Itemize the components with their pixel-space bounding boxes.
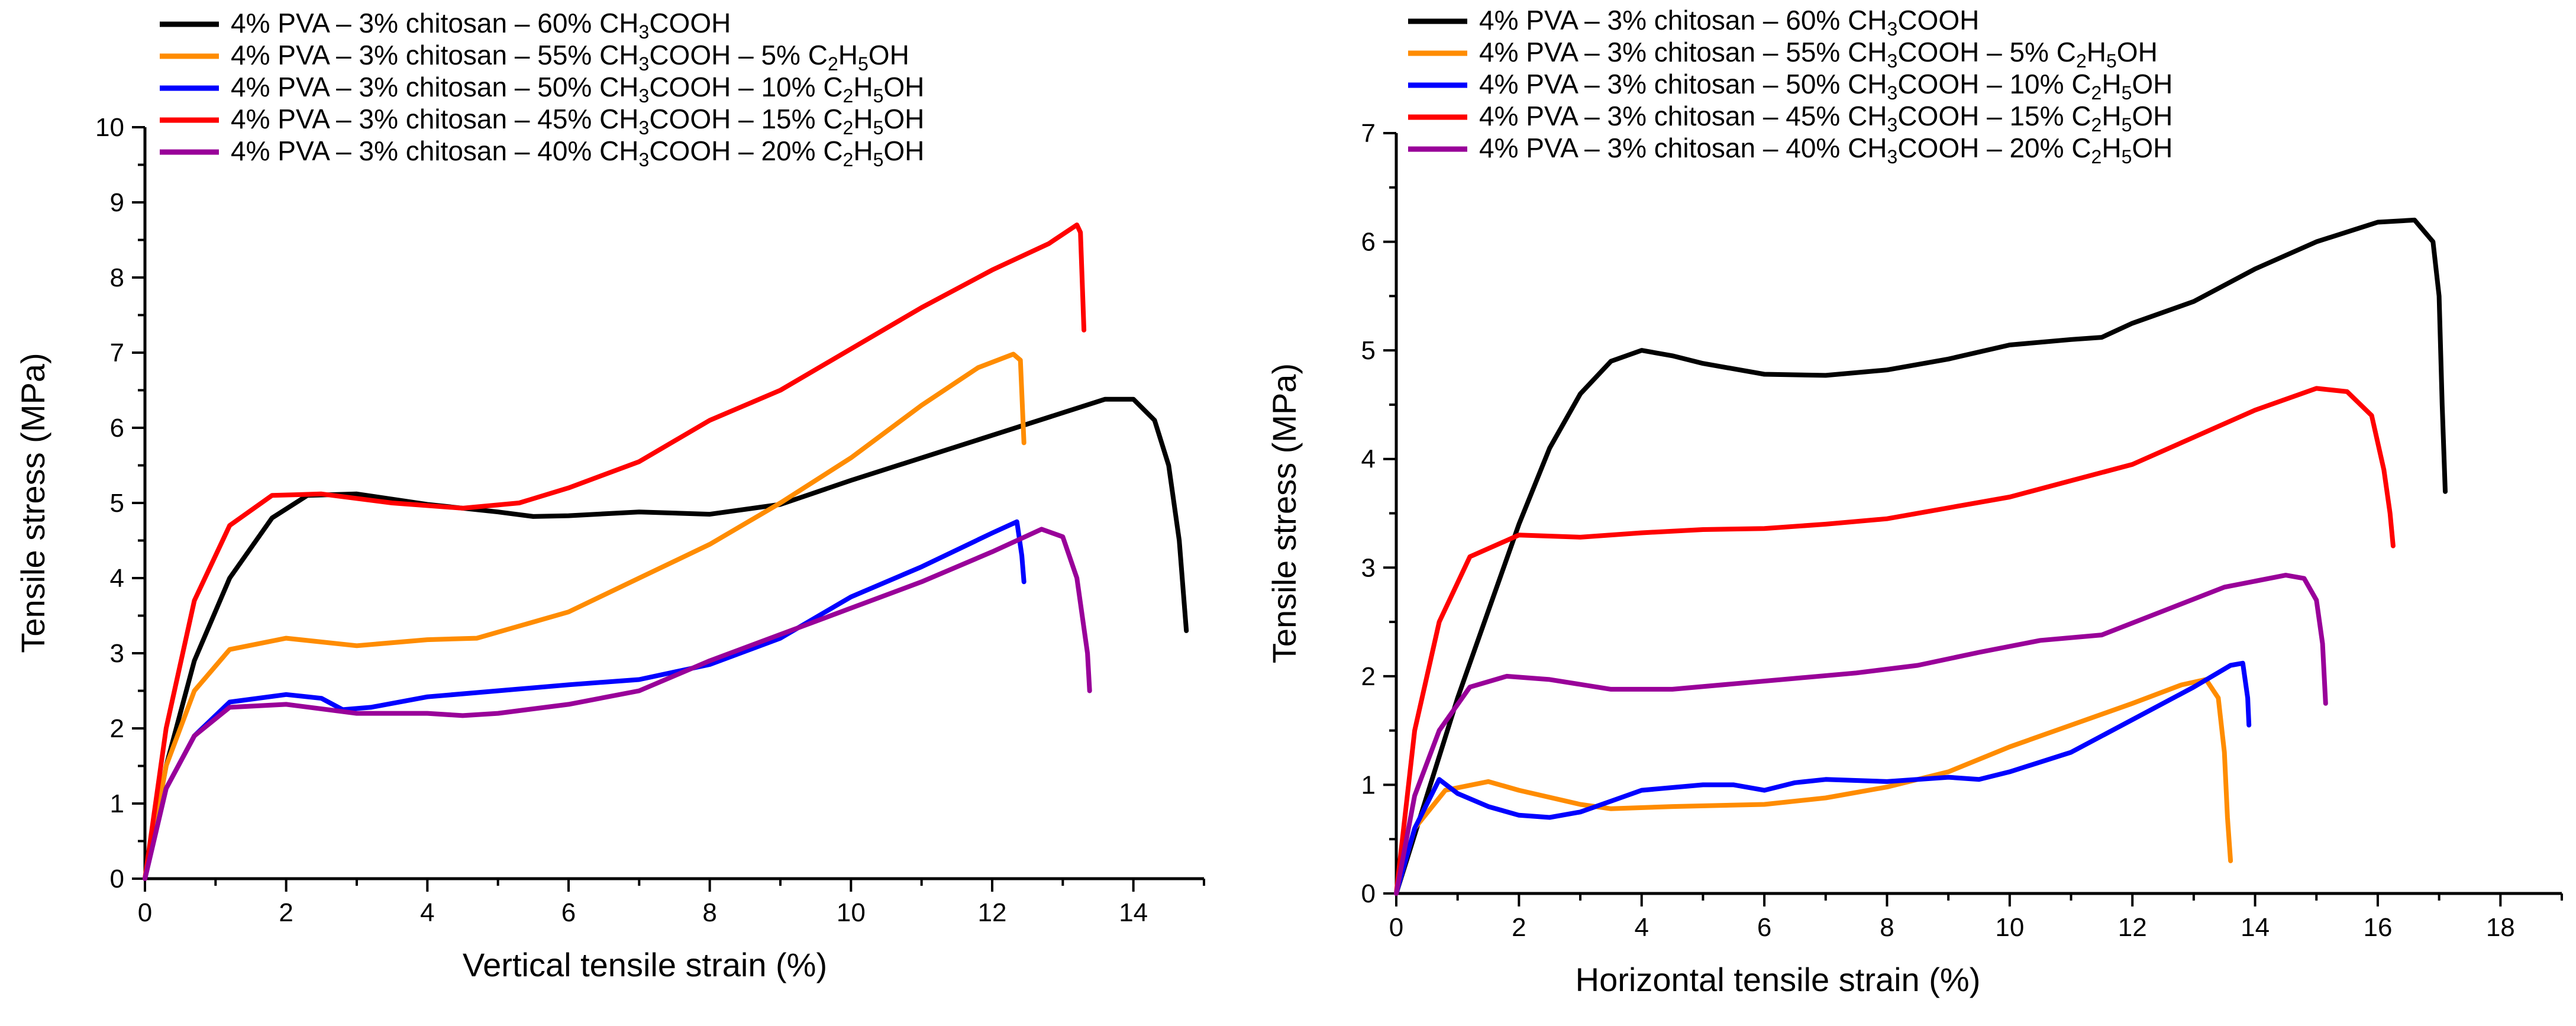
series-line-3 xyxy=(1394,660,2252,896)
y-tick-label: 6 xyxy=(110,414,124,443)
y-tick-label: 6 xyxy=(1361,228,1376,257)
legend-label-5: 4% PVA – 3% chitosan – 40% CH3COOH – 20%… xyxy=(1479,133,2173,167)
series-line-1 xyxy=(1394,217,2448,896)
x-tick-label: 4 xyxy=(1634,913,1648,942)
x-tick-label: 2 xyxy=(279,898,293,927)
y-tick-label: 0 xyxy=(1361,879,1376,908)
y-tick-label: 7 xyxy=(110,338,124,367)
x-tick-label: 12 xyxy=(978,898,1007,927)
legend-label-2: 4% PVA – 3% chitosan – 55% CH3COOH – 5% … xyxy=(231,40,909,75)
x-tick-label: 16 xyxy=(2363,913,2392,942)
x-tick-label: 12 xyxy=(2118,913,2147,942)
x-tick-label: 14 xyxy=(2241,913,2270,942)
y-tick-label: 4 xyxy=(110,564,124,593)
y-tick-label: 9 xyxy=(110,188,124,217)
y-tick-label: 1 xyxy=(1361,770,1376,799)
legend-label-3: 4% PVA – 3% chitosan – 50% CH3COOH – 10%… xyxy=(231,72,924,107)
x-tick-label: 14 xyxy=(1119,898,1148,927)
x-tick-label: 10 xyxy=(837,898,866,927)
series-line-4 xyxy=(1394,386,2396,896)
x-tick-label: 18 xyxy=(2486,913,2515,942)
series-line-4 xyxy=(143,222,1087,881)
legend-label-5: 4% PVA – 3% chitosan – 40% CH3COOH – 20%… xyxy=(231,135,924,170)
legend-label-2: 4% PVA – 3% chitosan – 55% CH3COOH – 5% … xyxy=(1479,37,2158,72)
series-line-5 xyxy=(1394,573,2328,896)
y-tick-label: 5 xyxy=(1361,336,1376,365)
x-axis-label: Horizontal tensile strain (%) xyxy=(1576,961,1981,998)
legend-label-4: 4% PVA – 3% chitosan – 45% CH3COOH – 15%… xyxy=(1479,101,2173,135)
x-tick-label: 4 xyxy=(420,898,434,927)
x-tick-label: 6 xyxy=(561,898,576,927)
y-tick-label: 5 xyxy=(110,489,124,518)
series-line-2 xyxy=(143,351,1026,881)
series-line-3 xyxy=(143,519,1026,881)
legend-label-3: 4% PVA – 3% chitosan – 50% CH3COOH – 10%… xyxy=(1479,69,2173,104)
y-tick-label: 2 xyxy=(1361,662,1376,691)
y-tick-label: 0 xyxy=(110,864,124,893)
x-tick-label: 10 xyxy=(1995,913,2024,942)
series-line-2 xyxy=(1394,677,2233,896)
x-tick-label: 8 xyxy=(1880,913,1894,942)
legend-label-1: 4% PVA – 3% chitosan – 60% CH3COOH xyxy=(1479,5,1979,40)
y-tick-label: 1 xyxy=(110,789,124,818)
x-tick-label: 6 xyxy=(1757,913,1771,942)
x-tick-label: 0 xyxy=(1389,913,1403,942)
legend-label-4: 4% PVA – 3% chitosan – 45% CH3COOH – 15%… xyxy=(231,104,924,138)
y-axis-label: Tensile stress (MPa) xyxy=(1266,363,1303,663)
y-tick-label: 3 xyxy=(1361,553,1376,582)
x-axis-label: Vertical tensile strain (%) xyxy=(463,946,827,983)
y-tick-label: 3 xyxy=(110,639,124,668)
y-axis-label: Tensile stress (MPa) xyxy=(14,353,51,653)
x-tick-label: 2 xyxy=(1512,913,1526,942)
x-tick-label: 8 xyxy=(702,898,716,927)
x-tick-label: 0 xyxy=(138,898,152,927)
y-tick-label: 4 xyxy=(1361,445,1376,474)
series-line-5 xyxy=(143,527,1092,881)
y-tick-label: 2 xyxy=(110,714,124,743)
y-tick-label: 7 xyxy=(1361,119,1376,148)
y-tick-label: 10 xyxy=(95,113,124,142)
y-tick-label: 8 xyxy=(110,263,124,292)
legend-label-1: 4% PVA – 3% chitosan – 60% CH3COOH xyxy=(231,8,731,43)
series-line-1 xyxy=(143,396,1189,881)
